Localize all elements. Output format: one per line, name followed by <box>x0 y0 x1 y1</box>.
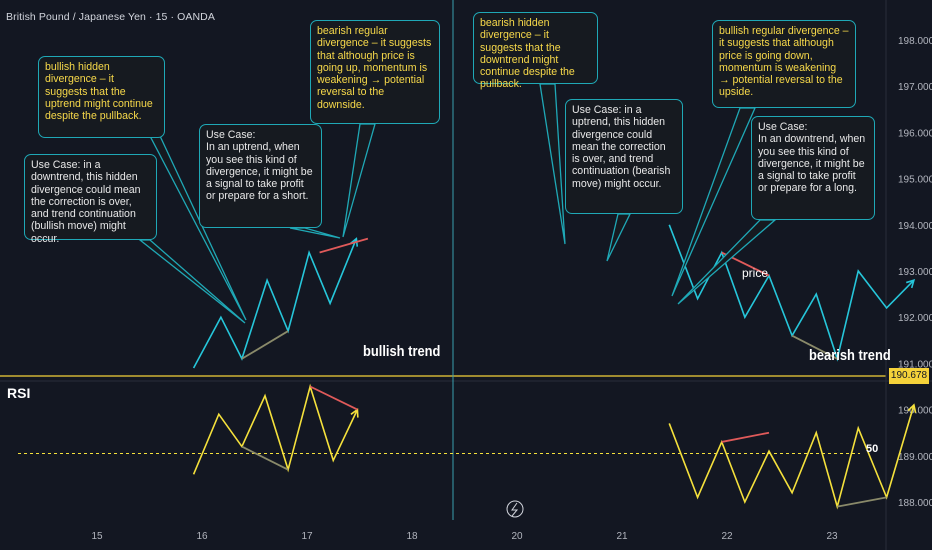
x-tick-label: 20 <box>511 531 523 542</box>
callout-pointer <box>671 107 756 297</box>
series-price_left <box>192 238 358 369</box>
rsi-50-label: 50 <box>866 443 879 455</box>
divergence-line-bullish <box>241 445 289 471</box>
y-tick-label: 193.000 <box>898 267 932 278</box>
divergence-line-bearish <box>309 385 358 411</box>
callout-pointer <box>539 83 566 245</box>
series-rsi_right <box>668 404 915 510</box>
callout-pointer <box>138 239 246 324</box>
annotation-bearish-regular-divergence: bearish regular divergence – it suggests… <box>310 20 440 124</box>
y-tick-label: 189.000 <box>898 452 932 463</box>
x-tick-label: 18 <box>406 531 418 542</box>
x-tick-label: 16 <box>196 531 208 542</box>
x-tick-label: 23 <box>826 531 838 542</box>
annotation-usecase-bearish-regular: Use Case: In an uptrend, when you see th… <box>199 124 322 228</box>
y-tick-label: 194.000 <box>898 221 932 232</box>
bullish-trend-label: bullish trend <box>363 343 441 360</box>
divergence-line-bullish <box>837 496 887 508</box>
annotation-bullish-hidden-divergence: bullish hidden divergence – it suggests … <box>38 56 165 138</box>
callout-pointer <box>677 219 777 305</box>
x-tick-label: 21 <box>616 531 628 542</box>
y-tick-label: 188.000 <box>898 498 932 509</box>
annotation-usecase-bearish-hidden: Use Case: in a uptrend, this hidden dive… <box>565 99 683 214</box>
arrowhead-rsi_right <box>907 403 917 413</box>
x-tick-label: 15 <box>91 531 103 542</box>
y-tick-label: 195.000 <box>898 175 932 186</box>
x-tick-label: 17 <box>301 531 313 542</box>
lightning-icon <box>511 502 519 517</box>
divergence-line-bullish <box>241 330 289 360</box>
annotation-usecase-bullish-regular: Use Case: In an downtrend, when you see … <box>751 116 875 220</box>
symbol-title: British Pound / Japanese Yen · 15 · OAND… <box>6 11 215 23</box>
arrowhead-price_right <box>906 279 916 289</box>
annotation-bearish-hidden-divergence: bearish hidden divergence – it suggests … <box>473 12 598 90</box>
last-price-tag: 190.678 <box>889 368 929 384</box>
annotation-usecase-bullish-hidden: Use Case: in a downtrend, this hidden di… <box>24 154 157 245</box>
x-tick-label: 22 <box>721 531 733 542</box>
callout-pointer <box>342 123 376 238</box>
rsi-label: RSI <box>7 385 31 401</box>
series-price_right <box>668 224 915 362</box>
series-rsi_left <box>192 383 359 475</box>
callout-pointer <box>606 213 632 262</box>
arrowhead-price_left <box>349 237 359 247</box>
y-tick-label: 196.000 <box>898 128 932 139</box>
divergence-line-bearish <box>319 237 369 254</box>
divergence-line-bearish <box>721 431 770 443</box>
bearish-trend-label: bearish trend <box>809 347 891 364</box>
divergence-line-bullish <box>791 334 838 360</box>
event-icon <box>506 500 524 518</box>
annotation-bullish-regular-divergence: bullish regular divergence – it suggests… <box>712 20 856 108</box>
y-tick-label: 197.000 <box>898 82 932 93</box>
callout-pointer <box>289 227 341 239</box>
price-label: price <box>742 266 769 280</box>
y-tick-label: 192.000 <box>898 313 932 324</box>
y-tick-label: 191.000 <box>898 359 932 370</box>
y-tick-label: 198.000 <box>898 36 932 47</box>
